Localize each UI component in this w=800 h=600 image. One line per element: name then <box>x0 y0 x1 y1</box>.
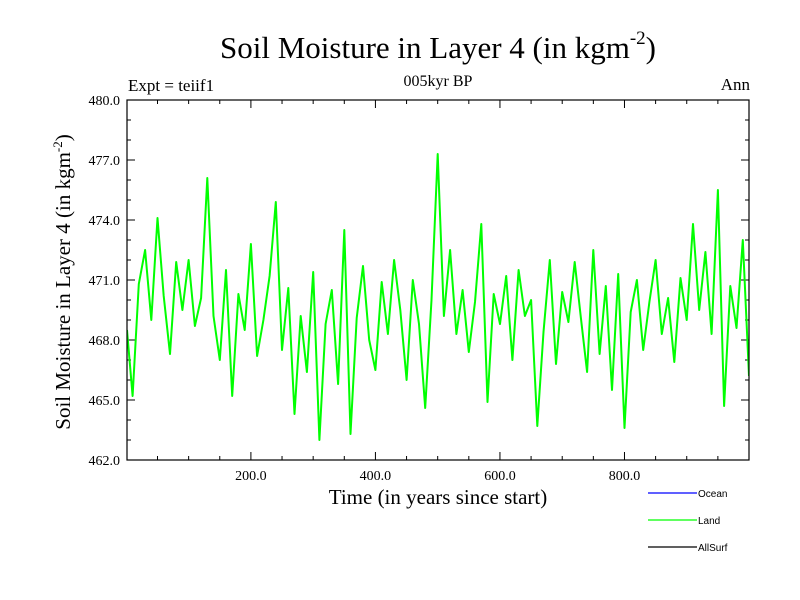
series-land <box>127 153 749 441</box>
chart-title-superscript: -2 <box>629 27 646 49</box>
y-tick-label: 480.0 <box>89 94 121 109</box>
legend-label-ocean: Ocean <box>698 489 727 500</box>
y-tick-label: 471.0 <box>89 274 121 289</box>
plot-frame <box>126 99 750 461</box>
legend: Ocean Land AllSurf <box>648 489 728 554</box>
x-tick-label: 800.0 <box>609 469 641 484</box>
y-tick-label: 474.0 <box>89 214 121 229</box>
legend-label-allsurf: AllSurf <box>698 543 728 554</box>
y-tick-label: 462.0 <box>89 454 121 469</box>
y-axis-title: Soil Moisture in Layer 4 (in kgm-2) <box>50 134 75 429</box>
legend-label-land: Land <box>698 516 720 527</box>
y-axis-title-superscript: -2 <box>50 141 65 152</box>
y-tick-label: 465.0 <box>89 394 121 409</box>
x-tick-label: 200.0 <box>235 469 267 484</box>
chart-title-text: Soil Moisture in Layer 4 (in kgm <box>220 30 630 65</box>
y-axis-title-text: Soil Moisture in Layer 4 (in kgm <box>51 152 75 430</box>
y-tick-label: 477.0 <box>89 154 121 169</box>
chart-title-close: ) <box>645 30 656 65</box>
y-tick-label: 468.0 <box>89 334 121 349</box>
y-tick-labels: 462.0 465.0 468.0 471.0 474.0 477.0 480.0 <box>89 94 121 469</box>
series-layer <box>127 153 749 441</box>
experiment-label: Expt = teiif1 <box>128 76 215 95</box>
x-tick-label: 600.0 <box>484 469 516 484</box>
x-tick-label: 400.0 <box>360 469 392 484</box>
x-tick-labels: 200.0 400.0 600.0 800.0 <box>235 469 640 484</box>
x-axis-title: Time (in years since start) <box>329 485 548 509</box>
y-axis-title-close: ) <box>51 134 75 141</box>
series-line-land <box>127 153 749 441</box>
chart-subtitle: 005kyr BP <box>403 73 473 90</box>
season-label: Ann <box>720 75 750 94</box>
chart-title: Soil Moisture in Layer 4 (in kgm-2) <box>0 27 800 66</box>
